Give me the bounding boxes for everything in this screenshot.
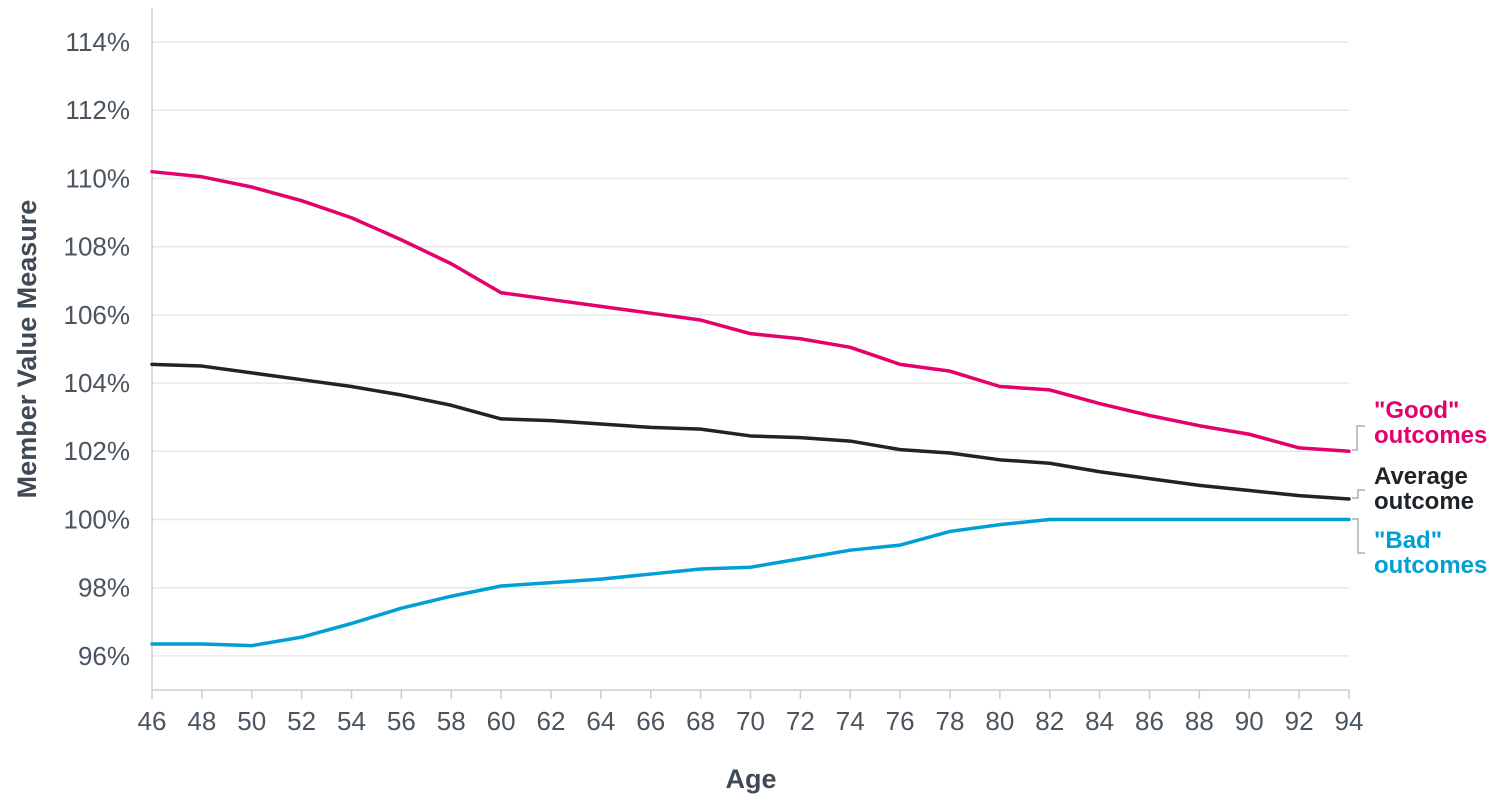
x-tick-label: 90: [1235, 706, 1264, 736]
y-tick-label: 104%: [64, 368, 131, 398]
x-tick-label: 80: [985, 706, 1014, 736]
y-tick-label: 110%: [65, 163, 130, 193]
x-tick-label: 52: [287, 706, 316, 736]
y-tick-label: 114%: [65, 27, 130, 57]
y-tick-label: 98%: [78, 573, 130, 603]
x-tick-label: 58: [437, 706, 466, 736]
bracket: [1352, 489, 1365, 499]
x-tick-label: 56: [387, 706, 416, 736]
bracket: [1352, 425, 1365, 451]
x-tick-label: 66: [636, 706, 665, 736]
y-tick-label: 102%: [64, 436, 131, 466]
x-tick-label: 50: [237, 706, 266, 736]
label-brackets: [1352, 425, 1365, 554]
series-line: [150, 517, 1351, 648]
x-tick-label: 54: [337, 706, 366, 736]
x-tick-label: 46: [138, 706, 167, 736]
y-tick-label: 96%: [78, 641, 130, 671]
bracket: [1352, 518, 1365, 554]
x-tick-label: 68: [686, 706, 715, 736]
y-tick-label: 100%: [64, 504, 131, 534]
x-tick-label: 48: [187, 706, 216, 736]
y-tick-label: 108%: [64, 232, 131, 262]
x-tick-label: 88: [1185, 706, 1214, 736]
series-label: "Good" outcomes: [1374, 397, 1488, 449]
x-tick-label: 62: [537, 706, 566, 736]
x-axis-title: Age: [725, 764, 776, 794]
y-tick-label: 112%: [65, 95, 130, 125]
x-tick-label: 82: [1035, 706, 1064, 736]
x-tick-label: 74: [836, 706, 865, 736]
series-line: [150, 169, 1351, 454]
x-tick-label: 78: [936, 706, 965, 736]
x-tick-label: 92: [1285, 706, 1314, 736]
series-label: Average outcome: [1374, 463, 1475, 515]
x-tick-label: 84: [1085, 706, 1114, 736]
x-tick-label: 60: [487, 706, 516, 736]
series-line: [150, 362, 1351, 501]
x-tick-label: 94: [1335, 706, 1364, 736]
x-tick-label: 86: [1135, 706, 1164, 736]
x-tick-label: 72: [786, 706, 815, 736]
y-axis-title: Member Value Measure: [12, 200, 42, 499]
x-tick-label: 64: [586, 706, 615, 736]
x-tick-label: 70: [736, 706, 765, 736]
y-tick-label: 106%: [64, 300, 131, 330]
series-label: "Bad" outcomes: [1374, 527, 1488, 579]
x-tick-label: 76: [886, 706, 915, 736]
